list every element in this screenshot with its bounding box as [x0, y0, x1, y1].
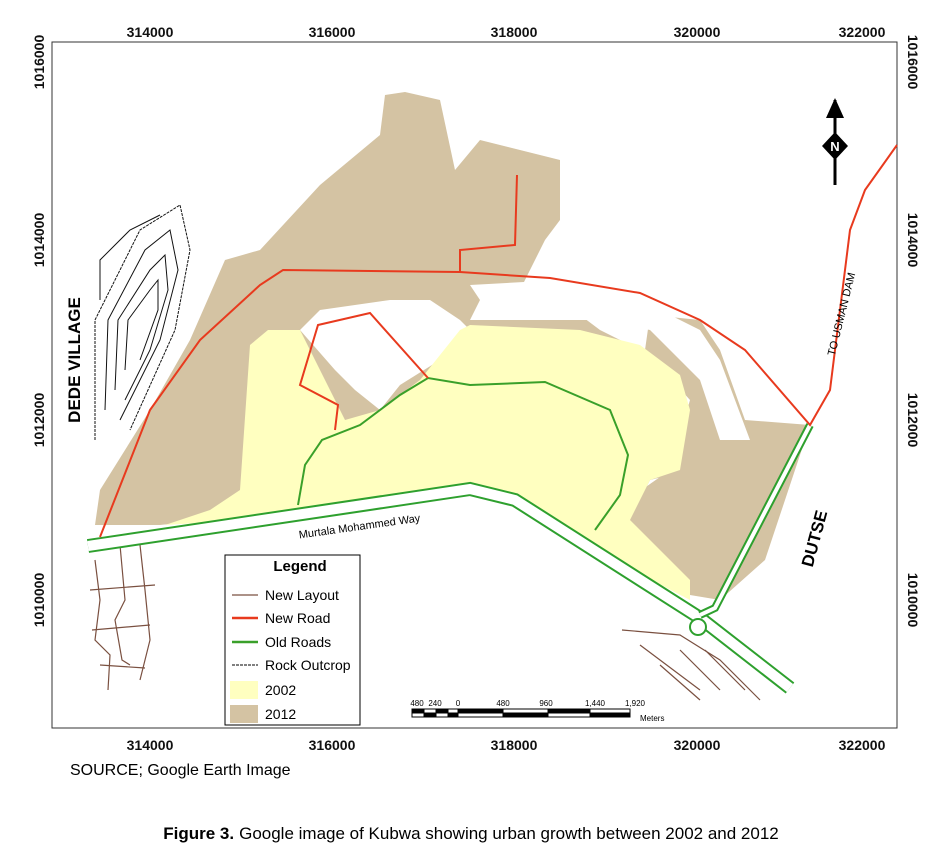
scale-label: 1,920 — [625, 699, 646, 708]
x-coord-label: 322000 — [839, 24, 886, 40]
x-coord-label: 318000 — [491, 737, 538, 753]
legend-item: New Layout — [265, 587, 339, 603]
y-coord-label: 1010000 — [31, 573, 47, 628]
legend-item: 2012 — [265, 706, 296, 722]
north-label: N — [830, 139, 839, 154]
caption-text: Google image of Kubwa showing urban grow… — [239, 824, 779, 843]
new-road — [99, 144, 898, 538]
caption-label: Figure 3. — [163, 824, 234, 843]
caption: Figure 3. Google image of Kubwa showing u… — [163, 824, 779, 843]
legend: Legend — [224, 554, 361, 726]
scale-bar — [411, 708, 631, 718]
scale-label: 960 — [539, 699, 553, 708]
north-arrow: N — [822, 98, 848, 185]
old-road — [297, 376, 630, 531]
y-coord-label: 1010000 — [905, 573, 921, 628]
y-coord-label: 1012000 — [31, 393, 47, 448]
x-coord-label: 318000 — [491, 24, 538, 40]
new-layout — [89, 544, 761, 701]
scale-label: 480 — [410, 699, 424, 708]
x-coord-label: 314000 — [127, 24, 174, 40]
scale-label: 1,440 — [585, 699, 606, 708]
scale-unit: Meters — [640, 714, 664, 723]
y-coord-label: 1014000 — [905, 213, 921, 268]
x-coord-label: 320000 — [674, 737, 721, 753]
source: SOURCE; Google Earth Image — [70, 762, 291, 779]
x-coord-label: 316000 — [309, 737, 356, 753]
rock-outcrop — [94, 204, 191, 440]
legend-item: 2002 — [265, 682, 296, 698]
x-coord-label: 322000 — [839, 737, 886, 753]
scale-label: 480 — [496, 699, 510, 708]
x-coord-label: 314000 — [127, 737, 174, 753]
legend-item: Old Roads — [265, 634, 331, 650]
place-label: DEDE VILLAGE — [65, 297, 84, 423]
scale-label: 240 — [428, 699, 442, 708]
legend-title: Legend — [273, 558, 326, 575]
scale-label: 0 — [456, 699, 461, 708]
y-coord-label: 1016000 — [31, 35, 47, 90]
y-coord-label: 1014000 — [31, 213, 47, 268]
y-coord-label: 1012000 — [905, 393, 921, 448]
gap — [300, 280, 750, 440]
x-coord-label: 316000 — [309, 24, 356, 40]
x-coord-label: 320000 — [674, 24, 721, 40]
legend-item: Rock Outcrop — [265, 657, 351, 673]
y-coord-label: 1016000 — [905, 35, 921, 90]
legend-item: New Road — [265, 610, 330, 626]
double-roads — [86, 423, 814, 694]
